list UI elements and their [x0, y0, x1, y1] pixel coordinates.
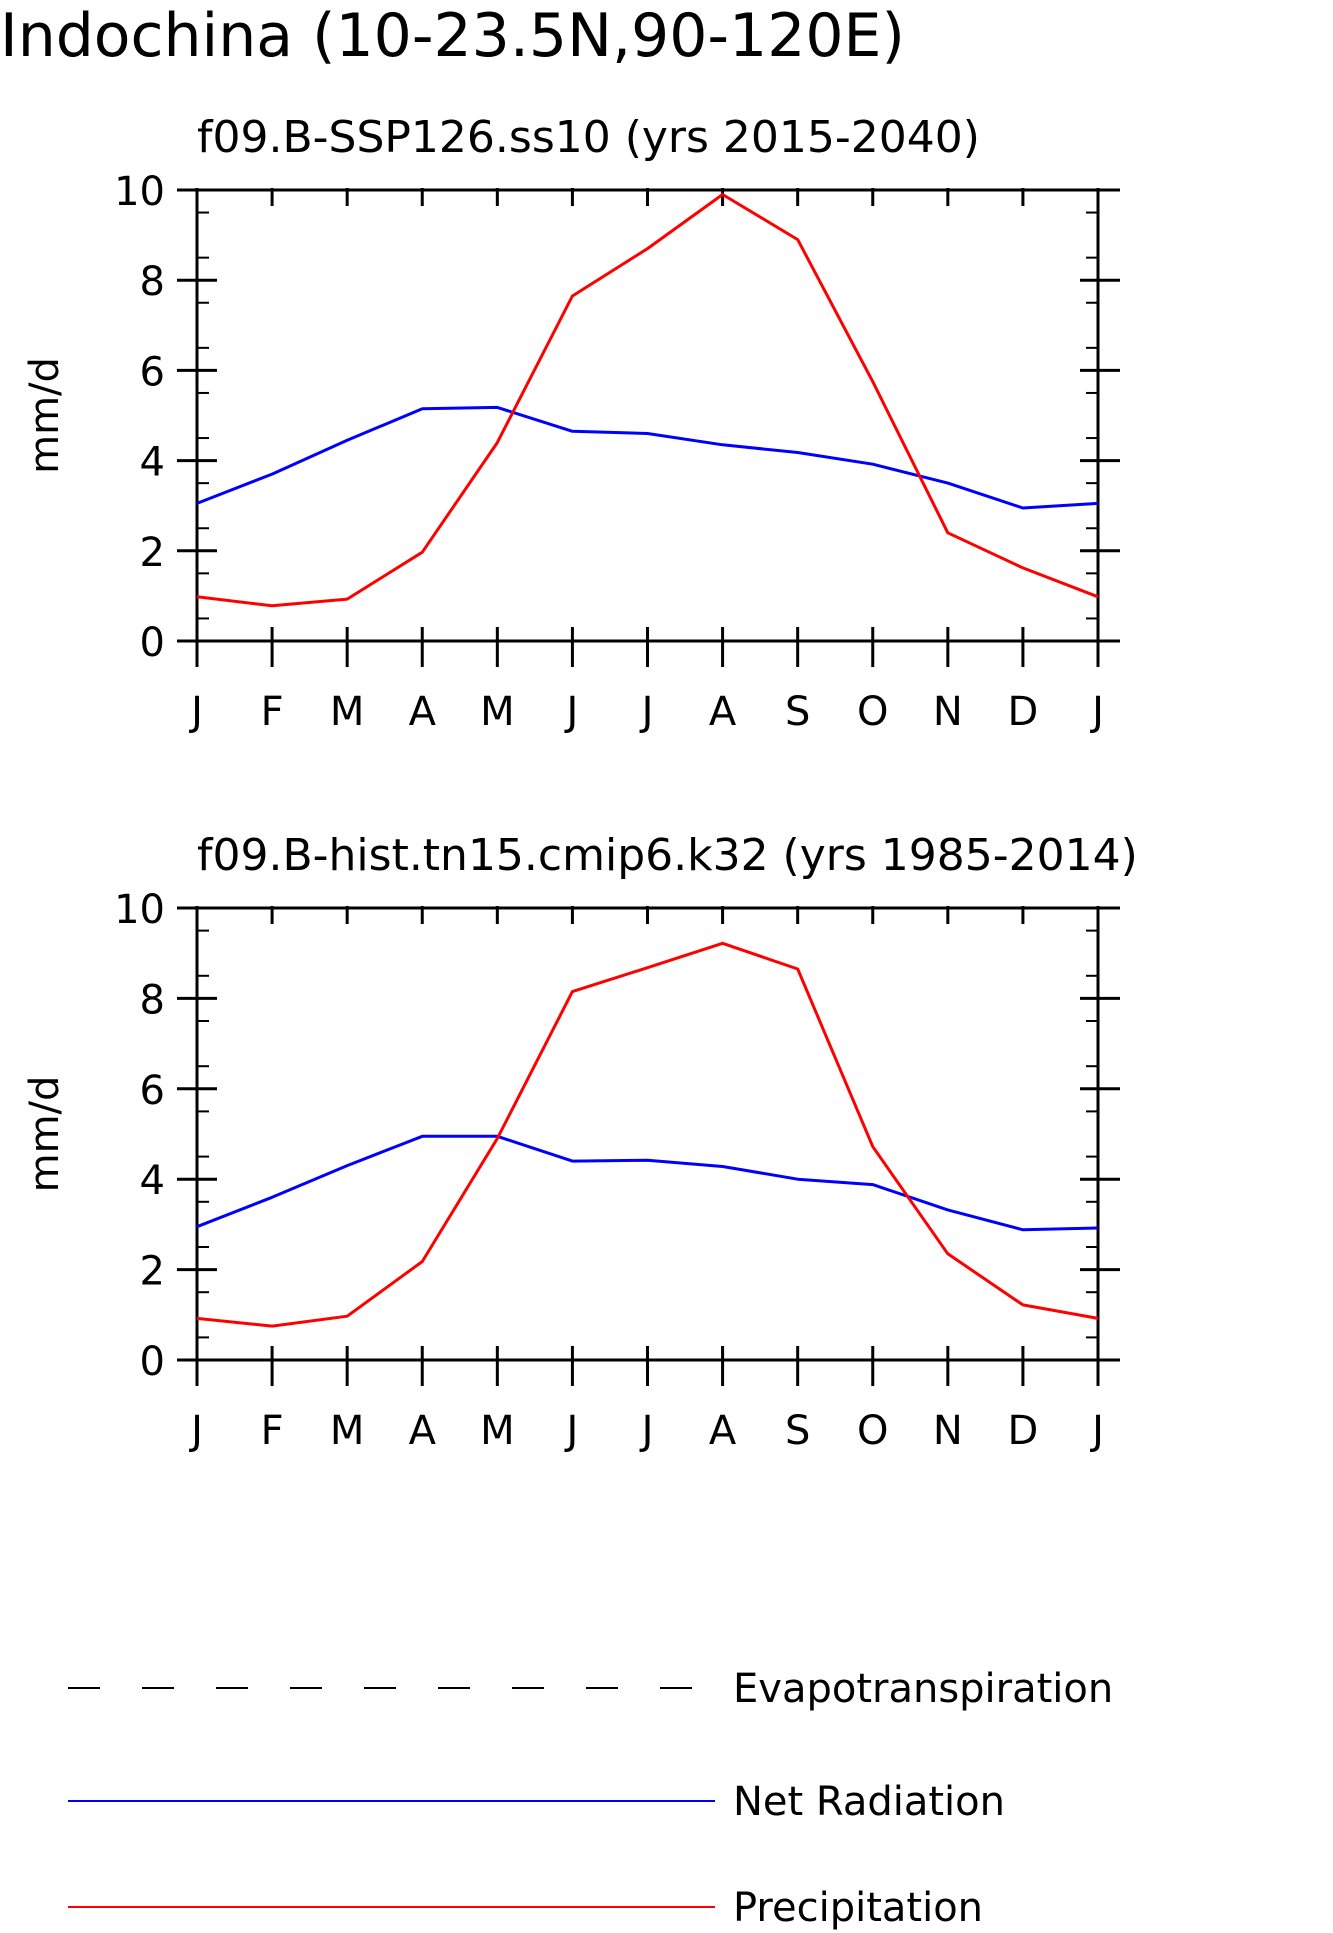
- chart-panel-bottom: f09.B-hist.tn15.cmip6.k32 (yrs 1985-2014…: [22, 830, 1138, 1454]
- x-tick-label: D: [1008, 689, 1039, 735]
- series-line-precipitation: [196, 193, 1099, 608]
- y-tick-label: 4: [140, 440, 165, 486]
- legend-precipitation-label: Precipitation: [733, 1885, 983, 1931]
- page-title: Indochina (10-23.5N,90-120E): [0, 1, 905, 71]
- x-tick-label: F: [261, 1408, 284, 1454]
- y-axis-label: mm/d: [22, 357, 68, 474]
- x-tick-label: A: [409, 1408, 437, 1454]
- x-tick-label: J: [1089, 689, 1104, 735]
- chart-title: f09.B-hist.tn15.cmip6.k32 (yrs 1985-2014…: [197, 830, 1138, 881]
- x-tick-label: J: [1089, 1408, 1104, 1454]
- legend-net-radiation-label: Net Radiation: [733, 1779, 1005, 1825]
- legend: Evapotranspiration Net Radiation Precipi…: [68, 1666, 1113, 1931]
- y-tick-label: 8: [140, 259, 165, 305]
- y-tick-label: 4: [140, 1158, 165, 1204]
- x-tick-label: A: [409, 689, 437, 735]
- x-tick-label: J: [564, 689, 579, 735]
- plot-frame: [195, 188, 1100, 643]
- x-tick-label: D: [1008, 1408, 1039, 1454]
- x-tick-label: A: [709, 689, 737, 735]
- legend-evapotranspiration-label: Evapotranspiration: [733, 1666, 1113, 1712]
- x-tick-label: J: [188, 689, 203, 735]
- series-line-net-radiation: [196, 405, 1099, 510]
- y-tick-label: 8: [140, 977, 165, 1023]
- x-tick-label: M: [480, 1408, 515, 1454]
- x-tick-label: J: [188, 1408, 203, 1454]
- x-tick-label: F: [261, 689, 284, 735]
- x-tick-label: J: [564, 1408, 579, 1454]
- plot-frame: [195, 906, 1100, 1362]
- y-tick-label: 10: [114, 887, 165, 933]
- y-tick-label: 6: [140, 1068, 165, 1114]
- x-tick-label: N: [933, 1408, 963, 1454]
- x-tick-label: A: [709, 1408, 737, 1454]
- y-axis-label: mm/d: [22, 1076, 68, 1193]
- y-tick-label: 10: [114, 169, 165, 215]
- x-tick-label: M: [330, 1408, 365, 1454]
- series-line-precipitation: [196, 941, 1099, 1328]
- chart-title: f09.B-SSP126.ss10 (yrs 2015-2040): [197, 112, 980, 163]
- y-tick-label: 2: [140, 1249, 165, 1295]
- y-tick-label: 0: [140, 620, 165, 666]
- x-tick-label: J: [639, 1408, 654, 1454]
- x-tick-label: M: [330, 689, 365, 735]
- series-line-net-radiation: [196, 1134, 1099, 1232]
- x-tick-label: S: [785, 1408, 810, 1454]
- x-tick-label: S: [785, 689, 810, 735]
- x-tick-label: M: [480, 689, 515, 735]
- y-tick-label: 0: [140, 1339, 165, 1385]
- y-tick-label: 6: [140, 349, 165, 395]
- x-tick-label: N: [933, 689, 963, 735]
- x-tick-label: O: [857, 1408, 888, 1454]
- x-tick-label: J: [639, 689, 654, 735]
- y-tick-label: 2: [140, 530, 165, 576]
- chart-panel-top: f09.B-SSP126.ss10 (yrs 2015-2040)J F M A M J J…: [22, 112, 1120, 735]
- x-tick-label: O: [857, 689, 888, 735]
